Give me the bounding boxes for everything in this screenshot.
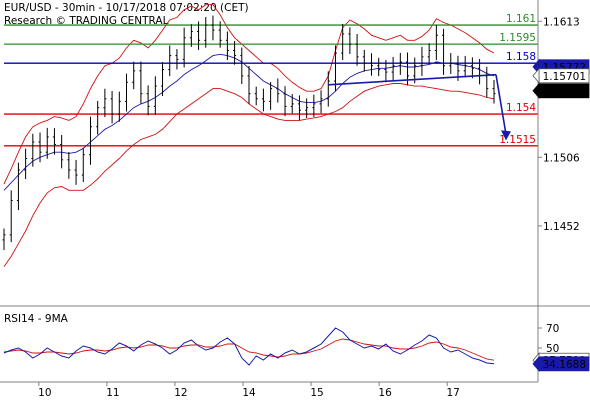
price-tag-pointer (532, 82, 540, 99)
level-label: 1.158 (506, 51, 536, 63)
rsi-line (3, 327, 495, 366)
rsi-panel (3, 327, 495, 366)
chart-attribution: Research © TRADING CENTRAL (4, 15, 169, 27)
y-tick-label: 1.1452 (543, 221, 580, 233)
rsi-title: RSI14 - 9MA (4, 313, 68, 325)
lower-band-line (3, 83, 495, 267)
forecast-arrow-head (501, 130, 511, 141)
y-tick-label: 1.1613 (543, 16, 580, 28)
x-tick-label: 15 (310, 387, 323, 399)
chart-title: EUR/USD - 30min - 10/17/2018 07:02:20 (C… (4, 2, 249, 14)
x-tick-label: 17 (446, 387, 459, 399)
price-bars (2, 15, 496, 251)
y-tick-label: 1.1506 (543, 152, 580, 164)
price-tag-pointer (532, 67, 540, 84)
x-tick-label: 10 (38, 387, 51, 399)
rsi-tag-label: 34.1688 (543, 359, 586, 371)
x-tick-label: 16 (378, 387, 392, 399)
level-label: 1.154 (506, 102, 536, 114)
price-tag-label: 1.15701 (543, 71, 586, 83)
x-tick-label: 12 (174, 387, 187, 399)
x-tick-label: 14 (242, 387, 256, 399)
rsi-y-tick-label: 50 (546, 343, 559, 355)
rsi-y-tick-label: 70 (546, 323, 559, 335)
level-label: 1.1595 (499, 32, 536, 44)
rsi-ma-line (3, 338, 495, 361)
x-tick-label: 11 (106, 387, 119, 399)
upper-band-line (3, 4, 495, 185)
key-levels: 1.161 1.1595 1.158 1.154 1.1515 (4, 13, 538, 147)
bollinger-bands (3, 4, 495, 267)
level-label: 1.161 (506, 13, 536, 25)
level-label: 1.1515 (499, 134, 536, 146)
trend-line (328, 73, 497, 86)
price-tag-label: 1.15583 (543, 86, 586, 98)
rsi-tag-pointer (532, 355, 540, 372)
forecast-overlay (328, 73, 511, 141)
forecast-arrow-line (495, 74, 507, 135)
